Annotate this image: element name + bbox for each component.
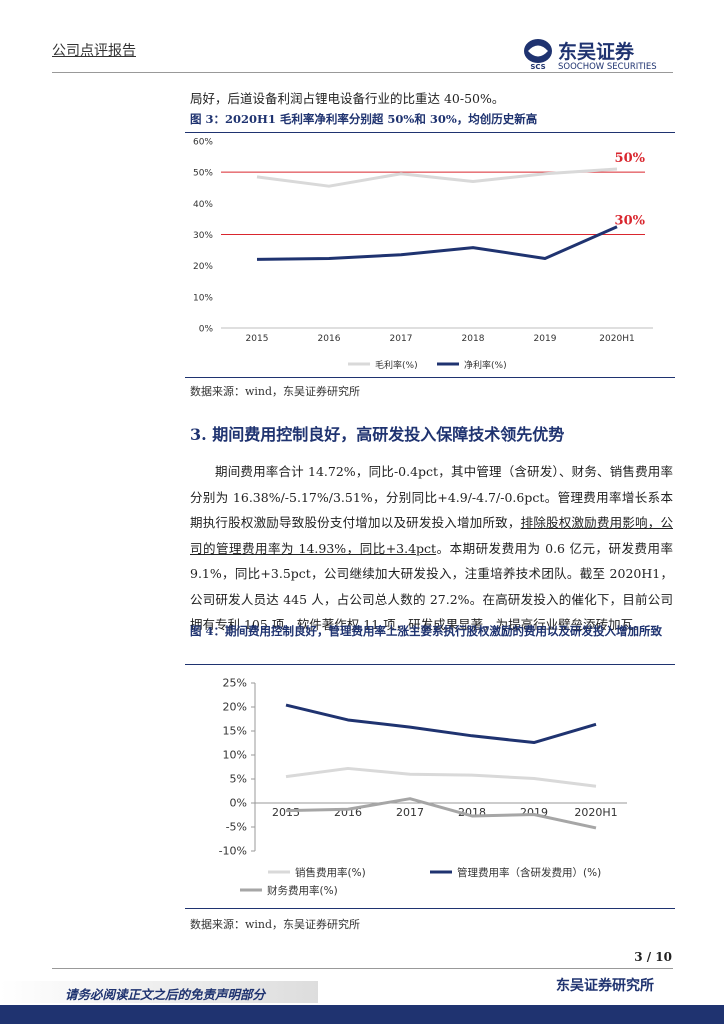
y-tick-label: 25% [223,677,247,690]
y-tick-label: 30% [193,231,213,241]
line [285,766,597,788]
y-tick-label: 40% [193,200,213,210]
y-tick-label: 10% [223,749,247,762]
line [256,225,618,261]
chart: -10%-5%0%5%10%15%20%25%2015 2016 2017 2018 2… [219,677,627,897]
page-number: 3 / 10 [634,950,672,964]
footer-strip [0,1005,724,1024]
x-tick-label: 2017 [390,334,413,344]
y-tick-label: 0% [199,325,214,335]
section-heading: 3. 期间费用控制良好，高研发投入保障技术领先优势 [190,425,565,444]
y-tick-label: 60% [193,138,213,148]
caption-rule [185,664,675,665]
logo-cn: 东吴证券 [558,40,635,63]
x-tick-label: 2017 [396,806,424,819]
disclaimer: 请务必阅读正文之后的免责声明部分 [65,987,266,1002]
x-tick-label: 2015 [246,334,269,344]
y-tick-label: 10% [193,293,213,303]
logo-mark: SCS [530,63,545,71]
line [256,167,618,188]
intro-text: 局好，后道设备利润占锂电设备行业的比重达 40-50%。 [190,91,505,106]
y-tick-label: 15% [223,725,247,738]
y-tick-label: 20% [193,262,213,272]
y-tick-label: 5% [230,773,247,786]
legend-label: 管理费用率（含研发费用）(%) [457,866,601,879]
y-tick-label: 0% [230,797,247,810]
figure-source: 数据来源：wind，东吴证券研究所 [190,385,361,398]
legend-label: 毛利率(%) [375,359,418,371]
legend-label: 财务费用率(%) [267,884,338,897]
reference-label: 30% [615,214,646,229]
header-left: 公司点评报告 [52,43,136,59]
text: 期间费用率合计 14.72%，同比-0.4pct，其中管理（含研发）、财务、销售… [190,464,673,530]
source-rule [185,377,675,378]
line [285,703,597,745]
reference-label: 50% [615,151,646,166]
footer-org: 东吴证券研究所 [556,978,654,994]
underlined-text: 排除股权激励费用影响，公司的管理费用率为 14.93%，同比+3.4pct [190,515,673,556]
footer-band [0,981,318,1003]
x-tick-label: 2016 [318,334,341,344]
logo-icon-inner [528,45,548,57]
y-tick-label: 20% [223,701,247,714]
footer-rule [52,968,673,969]
line [285,797,597,830]
y-tick-label: -10% [219,845,247,858]
y-tick-label: 50% [193,169,213,179]
logo-en: SOOCHOW SECURITIES [558,62,657,72]
chart: 0% 10% 20% 30% 40% 50% 60% 2015 2016 2017 2018 2019… [193,138,653,371]
x-tick-label: 2015 [272,806,300,819]
x-tick-label: 2020H1 [574,806,617,819]
caption-rule [185,132,675,133]
figure-caption: 图 3：2020H1 毛利率净利率分别超 50%和 30%，均创历史新高 [190,112,538,126]
y-tick-label: -5% [226,821,247,834]
x-tick-label: 2018 [462,334,485,344]
paragraph: 期间费用率合计 14.72%，同比-0.4pct，其中管理（含研发）、财务、销售… [190,459,673,638]
header-rule [52,72,673,73]
text: 。本期研发费用为 0.6 亿元，研发费用率 9.1%，同比+3.5pct，公司继… [190,540,674,633]
legend-label: 销售费用率(%) [295,866,366,879]
legend-label: 净利率(%) [464,359,507,371]
x-tick-label: 2019 [534,334,557,344]
logo: SCS 东吴证券 SOOCHOW SECURITIES [524,39,657,72]
x-tick-label: 2020H1 [599,334,634,344]
figure-source: 数据来源：wind，东吴证券研究所 [190,918,361,931]
figure-caption: 图 4：期间费用控制良好，管理费用率上涨主要系执行股权激励的费用以及研发投入增加… [190,624,663,638]
source-rule [185,908,675,909]
